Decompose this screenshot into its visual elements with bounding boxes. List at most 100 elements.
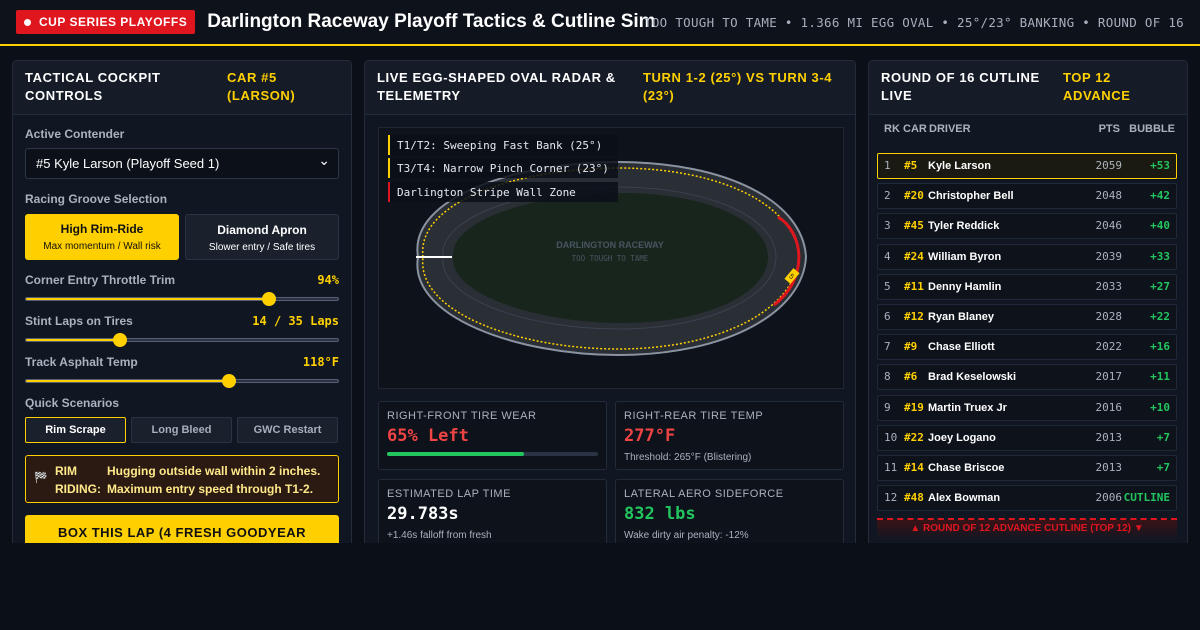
points: 2028 [1095,310,1123,323]
standings-row[interactable]: 7 #9 Chase Elliott 2022 +16 [877,334,1177,361]
panel-tag: TOP 12 ADVANCE [1063,70,1131,103]
car-number: #24 [904,249,924,263]
bubble: CUTLINE [1123,491,1170,505]
points: 2048 [1095,189,1123,203]
radar-panel: LIVE EGG-SHAPED OVAL RADAR & TELEMETRY TU… [364,60,856,543]
stripe-zone [773,215,801,307]
card-note: Wake dirty air penalty: -12% [624,530,749,541]
panel-title: ROUND OF 16 CUTLINE LIVE [881,70,1040,103]
driver-name: Kyle Larson [928,160,991,172]
standings-row[interactable]: 4 #24 William Byron 2039 +33 [877,243,1177,270]
scenario-button[interactable]: Long Bleed [131,417,232,443]
column-header: DRIVER [929,123,971,135]
bubble: +7 [1156,430,1170,444]
panel-tag: TURN 1-2 (25°) VS TURN 3-4 (23°) [643,70,833,103]
card-label: ESTIMATED LAP TIME [387,488,511,500]
contender-select[interactable]: #5 Kyle Larson (Playoff Seed 1) [25,148,339,179]
rank: 6 [884,310,891,323]
driver-name: Martin Truex Jr [928,401,1007,414]
standings-row[interactable]: 6 #12 Ryan Blaney 2028 +22 [877,304,1177,330]
telemetry-card: RIGHT-REAR TIRE TEMP 277°F Threshold: 265°… [615,401,844,470]
points: 2006 [1095,491,1123,505]
slider[interactable] [25,333,339,347]
alert-text: Hugging outside wall within 2 inches. Ma… [107,464,321,496]
bubble: +7 [1156,461,1170,474]
standings-row[interactable]: 1 #5 Kyle Larson 2059 +53 [877,153,1177,179]
slider-label: Corner Entry Throttle Trim [25,273,176,287]
card-label: RIGHT-FRONT TIRE WEAR [387,410,537,422]
points: 2017 [1095,370,1123,384]
slider-value: 118°F [302,355,339,369]
panel-title: TACTICAL COCKPIT CONTROLS [25,70,161,103]
driver-name: Alex Bowman [928,492,1001,505]
standings-row[interactable]: 9 #19 Martin Truex Jr 2016 +10 [877,394,1177,421]
infield [452,193,768,323]
subtitle: TOO TOUGH TO TAME • 1.366 MI EGG OVAL • … [644,14,1184,30]
column-header: CAR [903,123,927,135]
panel-title: LIVE EGG-SHAPED OVAL RADAR & TELEMETRY [377,70,616,103]
wear-bar [387,452,525,456]
track-motto: TOO TOUGH TO TAME [572,254,649,263]
badge: CUP SERIES PLAYOFFS [16,10,196,34]
bubble: +11 [1150,370,1170,384]
page-title: Darlington Raceway Playoff Tactics & Cut… [207,11,656,32]
card-value: 277°F [624,426,676,446]
groove-sub: Max momentum / Wall risk [43,241,161,252]
bubble: +40 [1150,219,1170,233]
car-number: #9 [904,340,918,354]
slider-value: 94% [317,273,339,287]
car-number: #20 [904,189,924,203]
car-number: #11 [904,279,924,293]
driver-name: Brad Keselowski [928,371,1017,384]
driver-name: William Byron [928,250,1002,263]
legend-item: T1/T2: Sweeping Fast Bank (25°) [397,139,602,152]
rank: 11 [884,461,898,474]
pit-button[interactable]: BOX THIS LAP (4 FRESH GOODYEAR [25,515,339,543]
scenario-button[interactable]: GWC Restart [237,417,338,443]
driver-name: Tyler Reddick [928,220,1000,233]
rank: 2 [884,189,891,203]
card-note: Threshold: 265°F (Blistering) [624,452,752,463]
card-label: LATERAL AERO SIDEFORCE [624,488,784,500]
standings-row[interactable]: 11 #14 Chase Briscoe 2013 +7 [877,455,1177,481]
driver-name: Ryan Blaney [928,311,995,323]
car-number: #14 [904,461,924,474]
car-number: #6 [904,370,918,384]
car-number: 5 [787,273,795,281]
track-radar: 5 DARLINGTON RACEWAY TOO TOUGH TO TAME T… [378,127,844,389]
slider-value: 14 / 35 Laps [252,314,339,328]
slider[interactable] [25,374,339,388]
alert-title: RIM RIDING: [55,464,101,496]
car-marker [784,268,800,284]
track-name: DARLINGTON RACEWAY [556,240,664,250]
column-header: BUBBLE [1129,123,1175,135]
bubble: +53 [1150,159,1170,172]
standings-row[interactable]: 2 #20 Christopher Bell 2048 +42 [877,183,1177,210]
standings-panel: ROUND OF 16 CUTLINE LIVE TOP 12 ADVANCE R… [868,60,1188,543]
standings-row[interactable]: 3 #45 Tyler Reddick 2046 +40 [877,213,1177,240]
controls-panel: TACTICAL COCKPIT CONTROLS CAR #5 (LARSON)… [12,60,352,543]
groove-button[interactable]: Diamond Apron Slower entry / Safe tires [185,214,339,260]
standings-row[interactable]: 8 #6 Brad Keselowski 2017 +11 [877,364,1177,391]
car-number: #12 [904,310,924,323]
scenario-button[interactable]: Rim Scrape [25,417,126,443]
telemetry-card: ESTIMATED LAP TIME 29.783s +1.46s falloff … [378,479,607,543]
standings-row[interactable]: 5 #11 Denny Hamlin 2033 +27 [877,273,1177,300]
groove-button[interactable]: High Rim-Ride Max momentum / Wall risk [25,214,179,260]
legend-item: Darlington Stripe Wall Zone [397,186,576,199]
bubble: +22 [1150,310,1170,323]
card-value: 65% Left [387,426,469,446]
rank: 4 [884,249,891,263]
column-header: RK [884,123,900,135]
points: 2022 [1095,340,1123,354]
standings-row[interactable]: 10 #22 Joey Logano 2013 +7 [877,424,1177,451]
slider[interactable] [25,292,339,306]
label: Quick Scenarios [25,396,120,410]
telemetry-card: RIGHT-FRONT TIRE WEAR 65% Left [378,401,607,470]
standings-row[interactable]: 12 #48 Alex Bowman 2006 CUTLINE [877,485,1177,512]
points: 2013 [1095,430,1123,444]
label: Racing Groove Selection [25,192,168,206]
column-header: PTS [1098,123,1120,135]
driver-name: Chase Briscoe [928,462,1005,474]
